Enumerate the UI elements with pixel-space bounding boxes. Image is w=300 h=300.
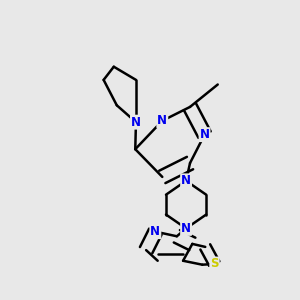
Text: N: N [181, 222, 191, 235]
Text: N: N [200, 128, 210, 141]
Text: S: S [210, 257, 219, 271]
Text: N: N [131, 116, 141, 129]
Text: N: N [181, 174, 191, 187]
Text: N: N [157, 114, 167, 127]
Text: N: N [150, 225, 161, 238]
